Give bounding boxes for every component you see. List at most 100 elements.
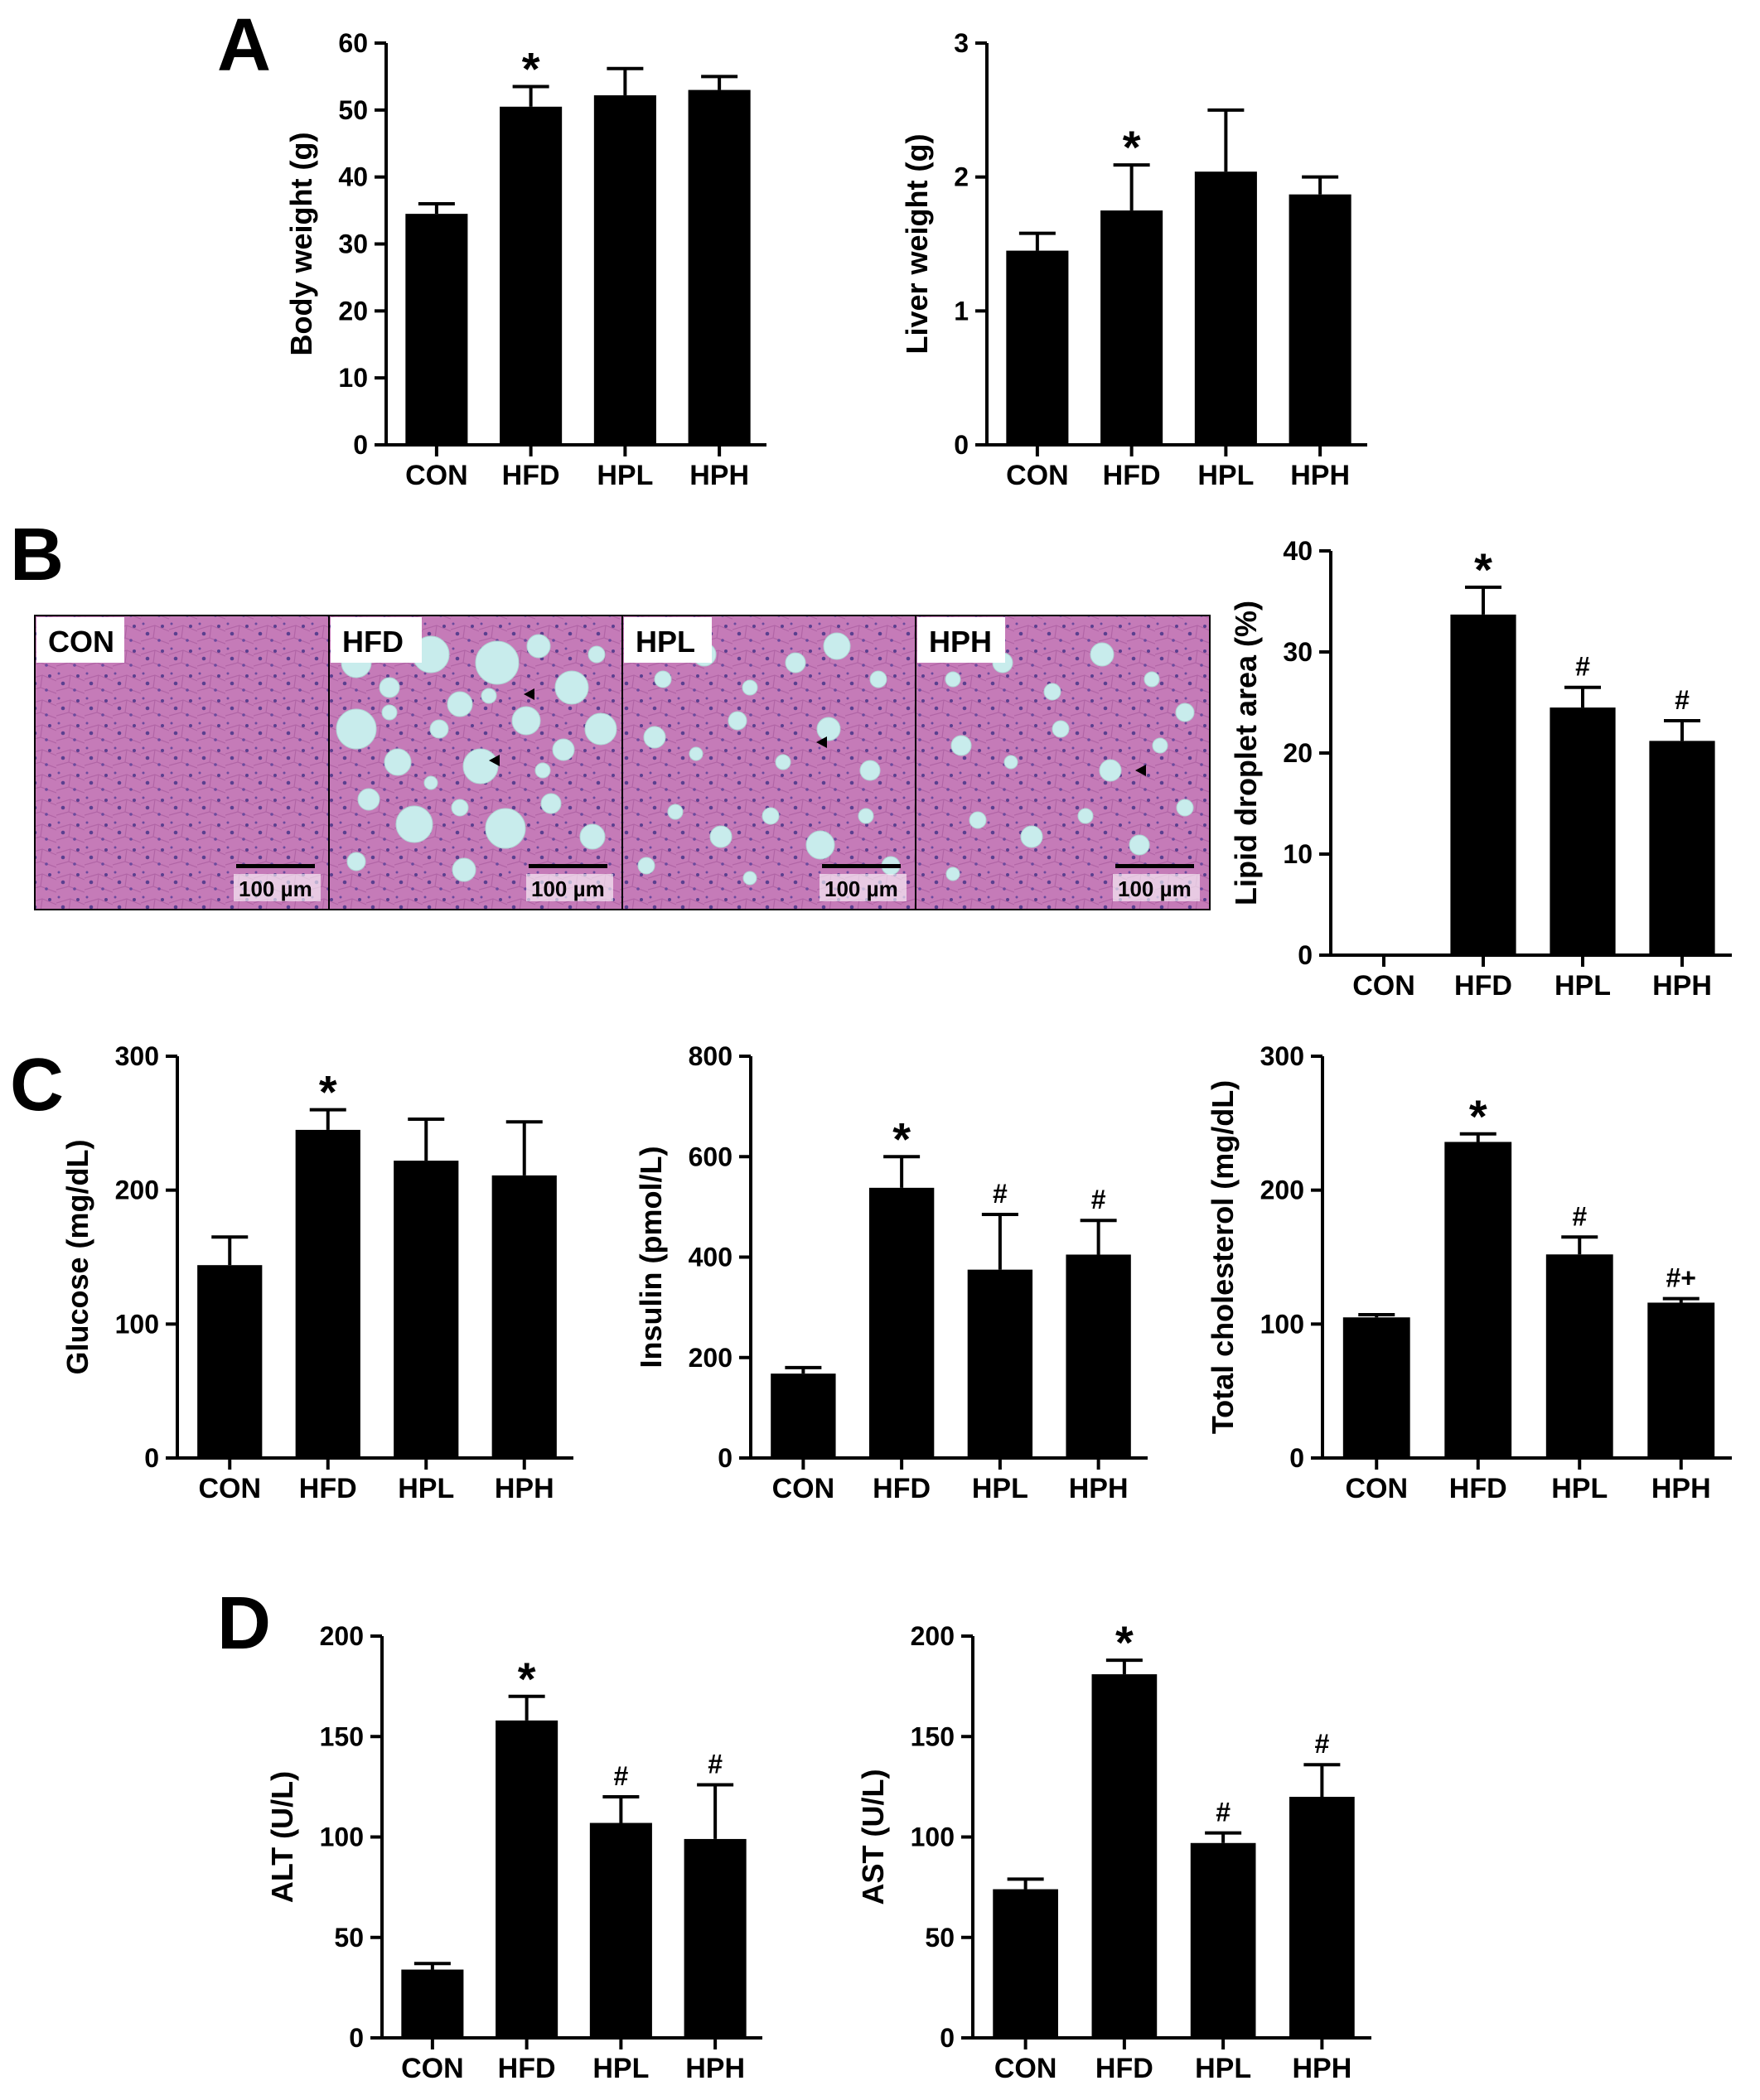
error-bar: [1664, 718, 1700, 741]
histology-label-box: [917, 617, 1005, 663]
y-tick-label: 300: [115, 1041, 159, 1071]
error-bar: [1105, 1658, 1143, 1675]
significance-marker: *: [1123, 121, 1141, 173]
histology-label-box: [331, 617, 422, 663]
error-bar: [1662, 1296, 1700, 1303]
category-label: HPH: [1069, 1473, 1129, 1504]
category-label: HPH: [1292, 2053, 1351, 2084]
y-tick-label: 50: [334, 1923, 364, 1953]
panel-letter-b: B: [10, 514, 64, 596]
error-bar: [1205, 1831, 1242, 1843]
category-label: HFD: [873, 1473, 931, 1504]
error-bar: [413, 1962, 451, 1970]
scale-bar: [529, 864, 607, 868]
chart-alt: CON * HFD # HPL # HPH 0 50 100 150 200 ALT (U/L): [265, 1621, 762, 2084]
category-label: HFD: [1454, 970, 1512, 1002]
significance-marker: #: [993, 1179, 1008, 1209]
y-tick-label: 0: [349, 2023, 364, 2053]
bar-hfd: [1100, 210, 1163, 446]
error-bar: [211, 1235, 249, 1266]
bar-hph: [684, 1838, 747, 2038]
error-bar: [505, 1120, 543, 1176]
y-axis-title: ALT (U/L): [265, 1771, 299, 1903]
histology-label-box: [624, 617, 712, 663]
y-tick-label: 100: [320, 1822, 364, 1852]
y-axis-title: Glucose (mg/dL): [60, 1139, 94, 1374]
error-bar: [1358, 1313, 1395, 1318]
histology-label: CON: [48, 625, 114, 659]
significance-marker: *: [319, 1066, 337, 1118]
y-tick-label: 30: [1283, 637, 1313, 667]
category-label: CON: [1345, 1473, 1408, 1504]
y-tick-label: 600: [689, 1142, 733, 1171]
bar-con: [1006, 250, 1069, 445]
y-tick-label: 20: [338, 296, 368, 326]
significance-marker: *: [892, 1113, 911, 1165]
y-tick-label: 40: [338, 162, 368, 192]
bar-con: [401, 1969, 464, 2038]
y-tick-label: 40: [1283, 536, 1313, 566]
category-label: HPH: [1652, 970, 1712, 1002]
y-tick-label: 800: [689, 1041, 733, 1071]
histology-label: HPH: [929, 625, 992, 659]
scale-bar: [1115, 864, 1194, 868]
error-bar: [1207, 108, 1245, 172]
bar-hfd: [500, 106, 563, 445]
significance-marker: #: [1575, 652, 1590, 682]
y-tick-label: 200: [1260, 1176, 1304, 1205]
y-tick-label: 200: [911, 1621, 955, 1651]
y-tick-label: 0: [718, 1443, 733, 1473]
chart-body-weight: CON * HFD HPL HPH 0 10 20 30 40 50 60 Body weight (g…: [284, 28, 766, 491]
bar-hph: [1289, 1797, 1355, 2038]
histology-label: HFD: [342, 625, 404, 659]
y-tick-label: 150: [320, 1721, 364, 1751]
bar-hfd: [1444, 1142, 1512, 1458]
y-tick-label: 60: [338, 28, 368, 58]
y-axis-title: AST (U/L): [856, 1769, 890, 1905]
category-label: HPL: [1197, 460, 1254, 491]
y-tick-label: 0: [1289, 1443, 1304, 1473]
y-tick-label: 30: [338, 229, 368, 259]
y-tick-label: 200: [689, 1343, 733, 1373]
y-axis-title: Total cholesterol (mg/dL): [1206, 1080, 1240, 1434]
error-bar: [883, 1155, 921, 1188]
significance-marker: *: [522, 43, 540, 95]
category-label: HFD: [502, 460, 560, 491]
category-label: CON: [772, 1473, 835, 1504]
y-tick-label: 0: [144, 1443, 159, 1473]
y-tick-label: 20: [1283, 738, 1313, 768]
bar-hph: [688, 89, 751, 445]
error-bar: [1303, 1763, 1341, 1797]
y-tick-label: 400: [689, 1243, 733, 1272]
significance-marker: #: [708, 1749, 723, 1779]
y-tick-label: 200: [115, 1176, 159, 1205]
significance-marker: *: [1469, 1090, 1487, 1142]
bar-con: [771, 1373, 836, 1458]
bar-hph: [1289, 194, 1351, 445]
error-bar: [408, 1117, 445, 1161]
category-label: CON: [198, 1473, 261, 1504]
y-axis-title: Liver weight (g): [900, 133, 934, 354]
significance-marker: #: [1216, 1798, 1231, 1827]
y-tick-label: 2: [954, 162, 969, 192]
y-tick-label: 200: [320, 1621, 364, 1651]
bar-hfd: [496, 1720, 558, 2038]
category-label: HPH: [495, 1473, 554, 1504]
panel-letter-d: D: [217, 1582, 271, 1665]
category-label: HPL: [1551, 1473, 1608, 1504]
category-label: HPH: [689, 460, 749, 491]
error-bar: [607, 66, 644, 96]
bar-hfd: [1091, 1674, 1158, 2038]
error-bar: [785, 1365, 822, 1374]
scale-bar-label: 100 µm: [531, 876, 605, 901]
error-bar: [309, 1108, 346, 1130]
significance-marker: #: [1314, 1729, 1329, 1759]
category-label: HFD: [299, 1473, 357, 1504]
error-bar: [1080, 1219, 1117, 1255]
histology-image-hpl: HPL 100 µm: [621, 615, 916, 910]
error-bar: [512, 84, 549, 107]
significance-marker: *: [1115, 1616, 1134, 1668]
error-bar: [508, 1694, 545, 1721]
bar-hpl: [394, 1161, 459, 1458]
